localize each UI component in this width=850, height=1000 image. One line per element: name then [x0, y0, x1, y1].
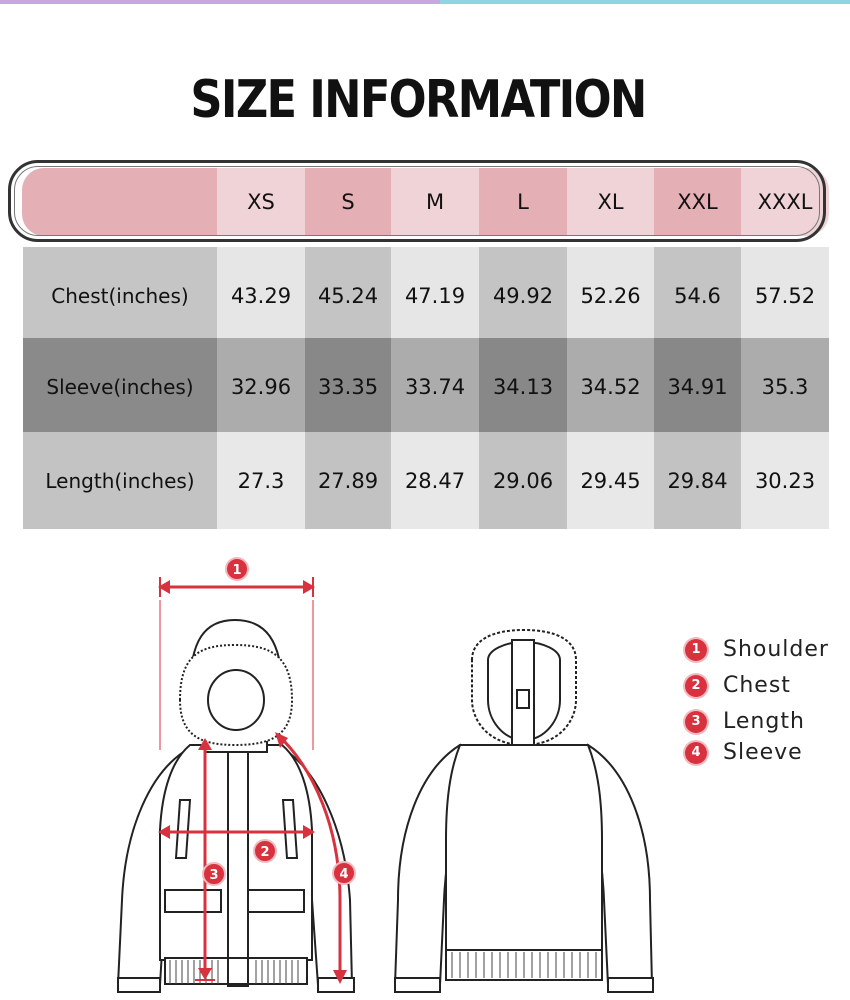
size-header-cell-bg	[217, 168, 305, 236]
table-cell: 57.52	[741, 247, 829, 344]
table-cell: 34.13	[479, 338, 567, 435]
page-title: SIZE INFORMATION	[190, 70, 647, 130]
legend-num-2: 2	[685, 674, 707, 697]
top-accent-teal	[440, 0, 850, 4]
table-cell: 34.91	[654, 338, 741, 435]
measure-marker-4: 4	[332, 861, 356, 885]
top-accent-purple	[0, 0, 440, 4]
size-header-frame	[8, 160, 826, 242]
measure-marker-3: 3	[202, 862, 226, 886]
size-header-s: S	[341, 190, 355, 214]
table-cell: 27.89	[305, 432, 391, 529]
table-cell: 28.47	[391, 432, 479, 529]
size-header-cell-bg	[391, 168, 479, 236]
size-header-cell-bg	[654, 168, 741, 236]
table-cell: 33.35	[305, 338, 391, 435]
back-hem-ribbing	[451, 952, 597, 978]
size-header-cell-bg	[479, 168, 567, 236]
size-header-blank-cell	[22, 168, 217, 236]
table-cell: 30.23	[741, 432, 829, 529]
legend-item-chest: 2 Chest	[685, 673, 791, 698]
table-cell: 29.84	[654, 432, 741, 529]
table-cell: 43.29	[217, 247, 305, 344]
size-header-cell-bg	[567, 168, 654, 236]
size-header-xs: XS	[247, 190, 275, 214]
size-header-l: L	[517, 190, 529, 214]
measure-marker-1: 1	[225, 557, 249, 581]
top-accent-bar	[0, 0, 850, 4]
legend-label-sleeve: Sleeve	[723, 740, 803, 765]
legend-item-length: 3 Length	[685, 709, 805, 734]
legend-item-sleeve: 4 Sleeve	[685, 740, 803, 765]
size-header-cell-bg	[305, 168, 391, 236]
table-cell: 32.96	[217, 338, 305, 435]
row-label-sleeve: Sleeve(inches)	[23, 338, 217, 435]
size-header-xl: XL	[597, 190, 624, 214]
measurement-lines	[158, 577, 347, 984]
front-jacket-illustration	[116, 618, 355, 993]
svg-text:2: 2	[260, 845, 269, 860]
table-cell: 45.24	[305, 247, 391, 344]
size-header-m: M	[425, 190, 445, 214]
legend-label-length: Length	[723, 709, 805, 734]
row-label-length: Length(inches)	[23, 432, 217, 529]
measure-marker-2: 2	[253, 839, 277, 863]
table-cell: 52.26	[567, 247, 654, 344]
table-cell: 54.6	[654, 247, 741, 344]
size-header-inner-frame	[14, 166, 820, 236]
legend-label-shoulder: Shoulder	[723, 637, 829, 662]
table-cell: 33.74	[391, 338, 479, 435]
size-header-xxl: XXL	[677, 190, 718, 214]
table-cell: 27.3	[217, 432, 305, 529]
size-header-xxxl: XXXL	[757, 190, 813, 214]
legend-num-1: 1	[685, 638, 707, 661]
table-cell: 35.3	[741, 338, 829, 435]
legend-num-4: 4	[685, 741, 707, 764]
table-cell: 34.52	[567, 338, 654, 435]
table-cell: 47.19	[391, 247, 479, 344]
table-cell: 49.92	[479, 247, 567, 344]
legend-num-3: 3	[685, 710, 707, 733]
shoulder-guide-lines	[159, 600, 314, 750]
svg-text:3: 3	[209, 868, 218, 883]
legend-label-chest: Chest	[723, 673, 791, 698]
back-jacket-illustration	[393, 628, 654, 993]
svg-text:4: 4	[339, 867, 348, 882]
row-label-chest: Chest(inches)	[23, 247, 217, 344]
table-cell: 29.06	[479, 432, 567, 529]
table-cell: 29.45	[567, 432, 654, 529]
svg-text:1: 1	[232, 563, 241, 578]
legend-item-shoulder: 1 Shoulder	[685, 637, 829, 662]
